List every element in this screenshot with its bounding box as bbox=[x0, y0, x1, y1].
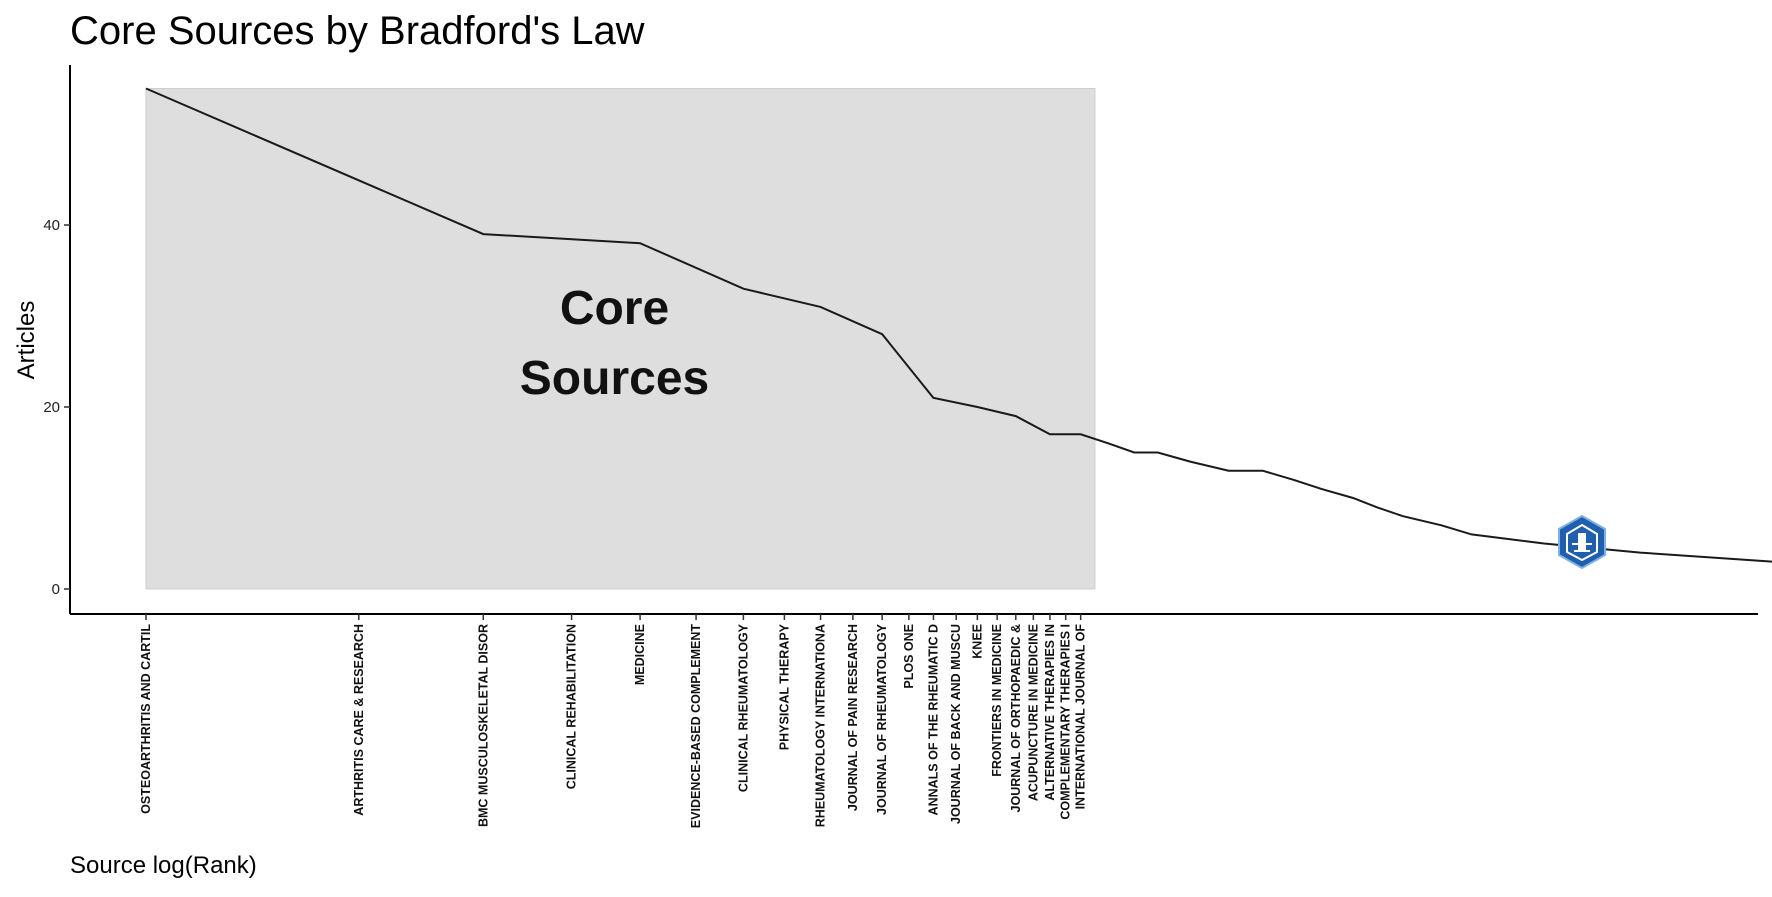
x-tick-label: CLINICAL REHABILITATION bbox=[565, 624, 579, 789]
y-tick-label: 0 bbox=[52, 581, 60, 598]
x-tick-label: FRONTIERS IN MEDICINE bbox=[990, 624, 1004, 777]
core-sources-zone bbox=[145, 88, 1096, 590]
core-label-line-1: Core bbox=[560, 282, 669, 335]
x-tick-label: PHYSICAL THERAPY bbox=[777, 623, 791, 750]
x-axis-title: Source log(Rank) bbox=[70, 852, 257, 879]
x-tick-label: JOURNAL OF ORTHOPAEDIC & bbox=[1009, 624, 1023, 812]
x-tick-label: BMC MUSCULOSKELETAL DISOR bbox=[476, 624, 490, 827]
x-tick-label: JOURNAL OF RHEUMATOLOGY bbox=[875, 623, 889, 815]
x-ticks: OSTEOARTHRITIS AND CARTIL ARTHRITIS CARE … bbox=[139, 614, 1088, 828]
x-tick-label: ALTERNATIVE THERAPIES IN bbox=[1043, 624, 1057, 801]
articles-series-line bbox=[145, 87, 1772, 563]
x-tick-label: JOURNAL OF BACK AND MUSCU bbox=[949, 624, 963, 824]
x-tick-label: KNEE bbox=[970, 624, 984, 659]
y-axis-title: Articles bbox=[13, 301, 40, 380]
core-label-line-2: Sources bbox=[520, 352, 709, 405]
x-tick-label: CLINICAL RHEUMATOLOGY bbox=[736, 623, 750, 792]
y-tick-label: 20 bbox=[43, 399, 60, 416]
x-tick-label: ARTHRITIS CARE & RESEARCH bbox=[352, 624, 366, 816]
x-tick-label: PLOS ONE bbox=[902, 624, 916, 689]
x-tick-label: OSTEOARTHRITIS AND CARTIL bbox=[139, 624, 153, 814]
x-tick-label: MEDICINE bbox=[633, 624, 647, 685]
x-tick-label: INTERNATIONAL JOURNAL OF bbox=[1074, 624, 1088, 810]
x-tick-label: EVIDENCE-BASED COMPLEMENT bbox=[689, 624, 703, 829]
x-tick-label: JOURNAL OF PAIN RESEARCH bbox=[846, 624, 860, 811]
x-tick-label: RHEUMATOLOGY INTERNATIONA bbox=[814, 624, 828, 827]
y-tick-label: 40 bbox=[43, 217, 60, 234]
watermark-logo-icon bbox=[1558, 514, 1606, 570]
x-tick-label: COMPLEMENTARY THERAPIES I bbox=[1059, 624, 1073, 820]
chart-title: Core Sources by Bradford's Law bbox=[70, 9, 645, 53]
y-ticks: 0 20 40 bbox=[43, 217, 70, 598]
x-tick-label: ANNALS OF THE RHEUMATIC D bbox=[926, 624, 940, 815]
x-tick-label: ACUPUNCTURE IN MEDICINE bbox=[1026, 624, 1040, 801]
